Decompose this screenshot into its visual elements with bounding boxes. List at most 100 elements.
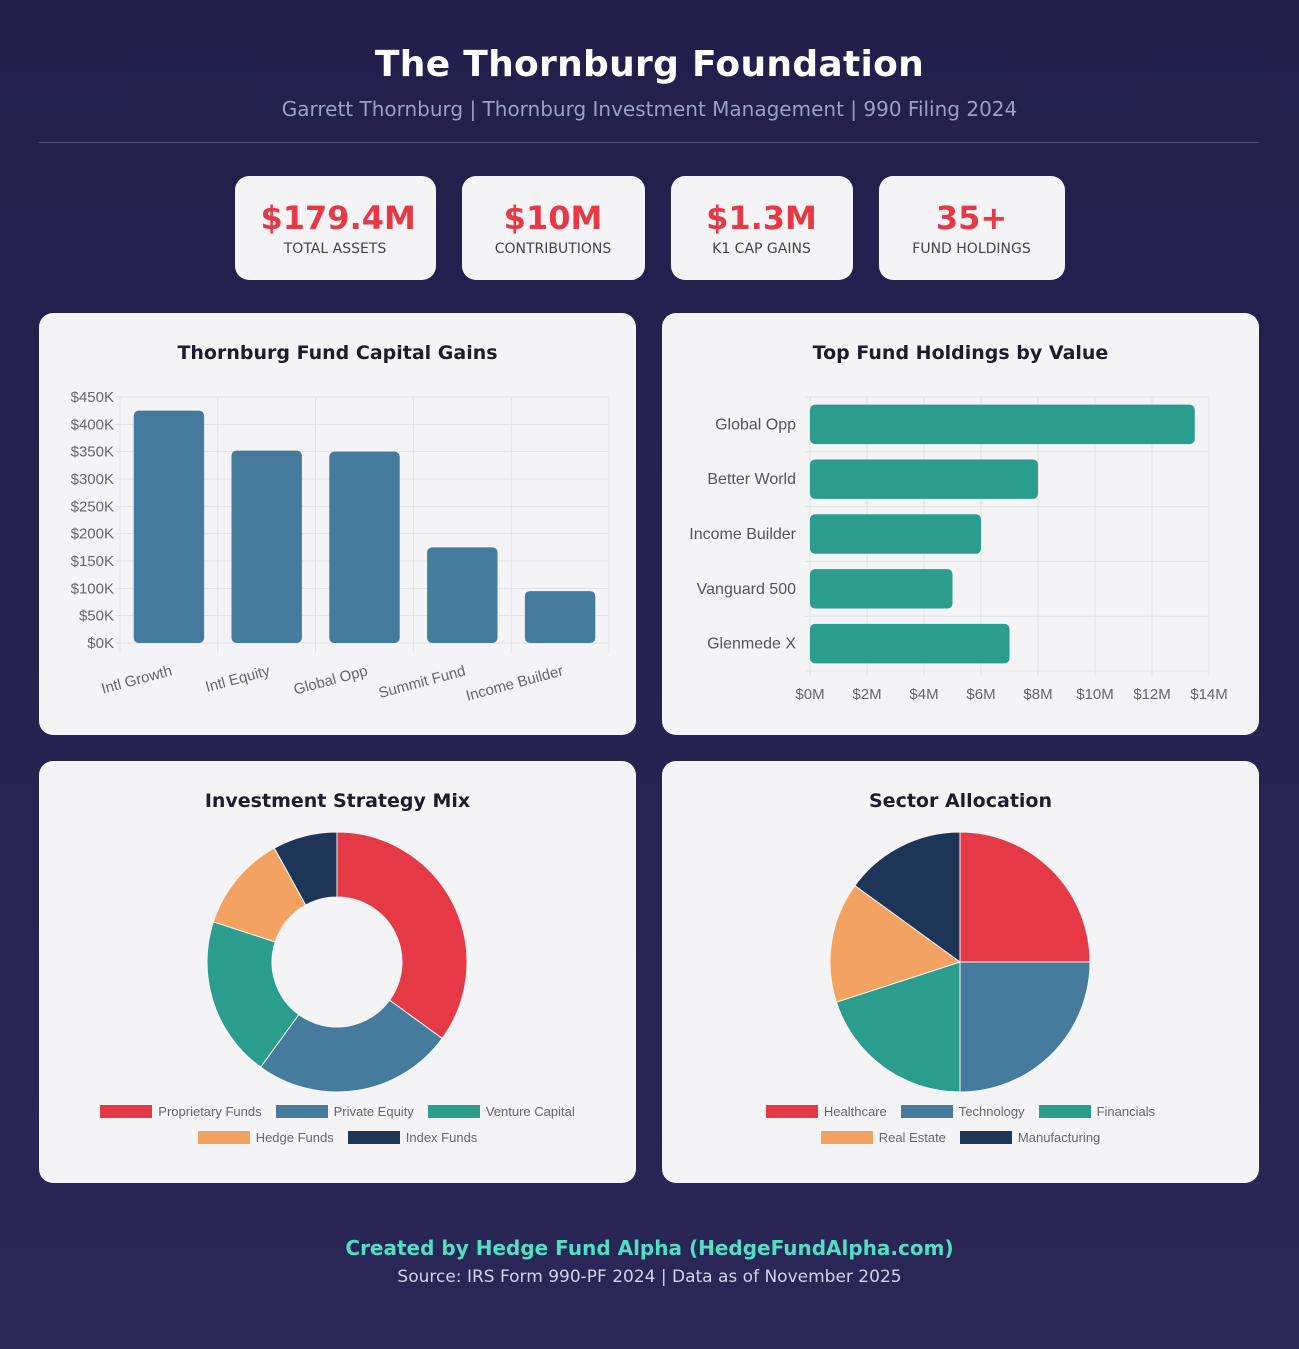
y-tick-label: Glenmede X — [707, 636, 796, 653]
legend-label: Hedge Funds — [255, 1130, 334, 1145]
page-subtitle: Garrett Thornburg | Thornburg Investment… — [281, 97, 1018, 121]
stat-label: CONTRIBUTIONS — [494, 241, 612, 257]
stat-card-k1-cap-gains: $1.3M K1 CAP GAINS — [670, 176, 853, 280]
bar — [810, 569, 953, 609]
legend-label: Venture Capital — [485, 1104, 575, 1119]
legend-swatch — [900, 1105, 953, 1118]
bar — [810, 514, 981, 554]
top-holdings-chart-card: Top Fund Holdings by Value $0M $2M $4M $6M $… — [662, 313, 1259, 735]
legend-item[interactable]: Real Estate — [820, 1130, 946, 1145]
pie-slice — [835, 961, 961, 1093]
y-tick-label: $100K — [71, 580, 114, 597]
stat-card-total-assets: $179.4M TOTAL ASSETS — [234, 176, 436, 280]
legend-item[interactable]: Financials — [1038, 1104, 1156, 1119]
legend-item[interactable]: Hedge Funds — [197, 1130, 334, 1145]
y-tick-label: $350K — [71, 444, 114, 461]
y-tick-label: Global Opp — [715, 416, 796, 433]
legend-label: Healthcare — [823, 1104, 887, 1119]
footer-credit: Created by Hedge Fund Alpha (HedgeFundAl… — [345, 1236, 954, 1260]
y-tick-label: $0K — [87, 635, 114, 652]
legend-label: Technology — [958, 1104, 1025, 1119]
y-tick-label: $300K — [71, 471, 114, 488]
x-tick-label: $14M — [1190, 686, 1228, 703]
chart-legend: Real Estate Manufacturing — [662, 1130, 1259, 1145]
stat-label: K1 CAP GAINS — [712, 241, 811, 257]
x-tick-label: Intl Equity — [204, 662, 273, 696]
stat-value: 35+ — [935, 199, 1008, 237]
legend-swatch — [820, 1131, 873, 1144]
stats-row: $179.4M TOTAL ASSETS $10M CONTRIBUTIONS … — [0, 176, 1299, 280]
y-tick-label: $250K — [71, 498, 114, 515]
y-tick-label: $150K — [71, 553, 114, 570]
bar — [810, 623, 1010, 664]
y-tick-label: $200K — [71, 526, 114, 543]
chart-legend: Proprietary Funds Private Equity Venture C… — [39, 1104, 636, 1119]
sector-allocation-chart-card: Sector Allocation Healthcare Technology Fi… — [662, 761, 1259, 1183]
bar — [329, 451, 400, 643]
x-tick-label: $0M — [795, 686, 824, 703]
x-tick-label: Global Opp — [292, 662, 370, 698]
chart-title: Investment Strategy Mix — [204, 790, 471, 812]
strategy-mix-chart-card: Investment Strategy Mix Proprietary Fund… — [39, 761, 636, 1183]
pie-slice — [829, 884, 962, 1003]
bar — [133, 410, 205, 643]
legend-swatch — [100, 1105, 153, 1118]
x-tick-label: $2M — [852, 686, 881, 703]
stat-card-contributions: $10M CONTRIBUTIONS — [461, 176, 645, 280]
x-tick-label: $8M — [1023, 686, 1052, 703]
legend-swatch — [197, 1131, 250, 1144]
chart-title: Thornburg Fund Capital Gains — [177, 342, 498, 364]
legend-label: Proprietary Funds — [158, 1104, 262, 1119]
y-tick-label: $400K — [71, 416, 114, 433]
y-tick-label: Better World — [707, 471, 796, 488]
capital-gains-chart-card: Thornburg Fund Capital Gains $0K $50K $100… — [39, 313, 636, 735]
x-tick-label: $4M — [909, 686, 938, 703]
legend-label: Financials — [1096, 1104, 1156, 1119]
legend-label: Index Funds — [405, 1130, 478, 1145]
y-tick-label: $50K — [79, 608, 114, 625]
legend-swatch — [1038, 1105, 1091, 1118]
pie-slice — [959, 831, 1091, 963]
legend-item[interactable]: Private Equity — [275, 1104, 414, 1119]
footer-source: Source: IRS Form 990-PF 2024 | Data as o… — [397, 1267, 902, 1287]
chart-legend: Healthcare Technology Financials — [662, 1104, 1259, 1119]
legend-label: Private Equity — [333, 1104, 414, 1119]
y-tick-label: Vanguard 500 — [697, 581, 796, 598]
stat-value: $10M — [503, 199, 603, 237]
x-tick-label: Summit Fund — [377, 662, 468, 702]
x-tick-label: Income Builder — [464, 662, 565, 704]
legend-item[interactable]: Proprietary Funds — [100, 1104, 262, 1119]
bar — [427, 547, 498, 643]
chart-title: Sector Allocation — [869, 790, 1052, 812]
legend-item[interactable]: Manufacturing — [959, 1130, 1100, 1145]
pie-slice — [273, 831, 338, 906]
y-tick-label: Income Builder — [689, 526, 796, 543]
stat-value: $1.3M — [706, 199, 817, 237]
legend-item[interactable]: Healthcare — [765, 1104, 887, 1119]
pie-slice — [206, 921, 300, 1068]
pie-slice — [259, 999, 443, 1093]
chart-title: Top Fund Holdings by Value — [812, 342, 1109, 364]
stat-value: $179.4M — [260, 199, 416, 237]
legend-swatch — [275, 1105, 328, 1118]
y-tick-label: $450K — [71, 389, 114, 406]
legend-item[interactable]: Technology — [900, 1104, 1025, 1119]
legend-swatch — [347, 1131, 400, 1144]
pie-slice — [959, 961, 1091, 1093]
bar — [524, 591, 596, 643]
stat-label: FUND HOLDINGS — [912, 241, 1031, 257]
legend-label: Real Estate — [878, 1130, 946, 1145]
stat-card-fund-holdings: 35+ FUND HOLDINGS — [878, 176, 1065, 280]
bar — [231, 450, 302, 643]
sector-allocation-pie-chart — [829, 831, 1091, 1093]
legend-item[interactable]: Venture Capital — [427, 1104, 575, 1119]
header-divider — [39, 142, 1259, 143]
bar — [810, 459, 1038, 499]
legend-swatch — [959, 1131, 1012, 1144]
capital-gains-bar-chart: $0K $50K $100K $150K $200K $250K $300K $350K $40… — [71, 389, 610, 705]
top-holdings-bar-chart: $0M $2M $4M $6M $8M $10M $12M $14M Global Opp Bet… — [689, 396, 1228, 703]
page-title: The Thornburg Foundation — [374, 44, 925, 85]
x-tick-label: $6M — [966, 686, 995, 703]
bar — [810, 404, 1195, 445]
legend-item[interactable]: Index Funds — [347, 1130, 478, 1145]
